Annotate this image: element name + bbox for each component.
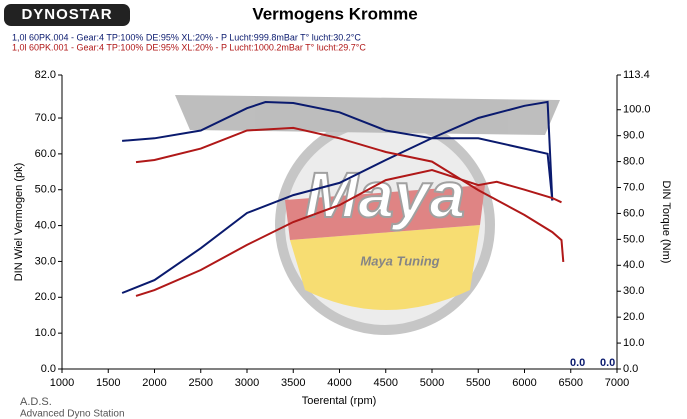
y2-axis-label: DIN Torque (Nm) (660, 181, 672, 264)
watermark: Maya Maya Tuning (175, 95, 560, 335)
x-axis-label: Toerental (rpm) (302, 395, 377, 407)
x-tick-label: 2500 (189, 377, 213, 389)
logo-text: DYNOSTAR (21, 6, 112, 23)
y2-tick-label: 113.4 (623, 69, 650, 81)
y2-tick-label: 90.0 (623, 130, 644, 142)
x-tick-label: 5000 (420, 377, 444, 389)
legend-label: 1,0l 60PK.004 - Gear:4 TP:100% DE:95% XL… (12, 32, 361, 42)
y-tick-label: 70.0 (35, 112, 56, 124)
x-tick-label: 6500 (559, 377, 583, 389)
watermark-band (285, 185, 485, 240)
power-line (135, 168, 562, 297)
x-tick-label: 3000 (235, 377, 259, 389)
y2-tick-label: 50.0 (623, 233, 644, 245)
x-tick-label: 4000 (327, 377, 351, 389)
y2-tick-label: 0.0 (623, 363, 638, 375)
x-tick-label: 7000 (605, 377, 629, 389)
watermark-band (290, 225, 480, 310)
y-tick-label: 40.0 (35, 219, 56, 231)
logo-badge (4, 4, 130, 26)
y-tick-label: 30.0 (35, 255, 56, 267)
y-axis-label: DIN Wiel Vermogen (pk) (13, 163, 25, 282)
y2-tick-label: 10.0 (623, 337, 644, 349)
power-line (121, 100, 554, 294)
x-tick-label: 2000 (142, 377, 166, 389)
y-tick-label: 50.0 (35, 184, 56, 196)
y-tick-label: 0.0 (41, 363, 56, 375)
y-tick-label: 10.0 (35, 327, 56, 339)
torque-line (135, 126, 565, 262)
x-tick-label: 5500 (466, 377, 490, 389)
y2-tick-label: 30.0 (623, 285, 644, 297)
footer-text: Advanced Dyno Station (20, 409, 125, 419)
y-tick-label: 82.0 (35, 69, 56, 81)
x-tick-label: 3500 (281, 377, 305, 389)
y-tick-label: 20.0 (35, 291, 56, 303)
y2-tick-label: 100.0 (623, 104, 651, 116)
y2-tick-label: 80.0 (623, 155, 644, 167)
x-tick-label: 1500 (96, 377, 120, 389)
readout: 0.0 (570, 357, 585, 369)
footer-text: A.D.S. (20, 396, 52, 408)
legend-label: 1,0l 60PK.001 - Gear:4 TP:100% DE:95% XL… (12, 42, 366, 52)
y2-tick-label: 70.0 (623, 181, 644, 193)
y2-tick-label: 60.0 (623, 207, 644, 219)
y-tick-label: 60.0 (35, 148, 56, 160)
x-tick-label: 6000 (512, 377, 536, 389)
x-tick-label: 4500 (374, 377, 398, 389)
x-tick-label: 1000 (50, 377, 74, 389)
watermark-text: Maya (305, 159, 465, 231)
y2-tick-label: 40.0 (623, 259, 644, 271)
readout: 0.0 (600, 357, 615, 369)
torque-line (122, 100, 554, 201)
y2-tick-label: 20.0 (623, 311, 644, 323)
logo: DYNOSTAR (4, 4, 130, 26)
chart-title: Vermogens Kromme (252, 4, 417, 23)
watermark-subtext: Maya Tuning (360, 253, 439, 268)
